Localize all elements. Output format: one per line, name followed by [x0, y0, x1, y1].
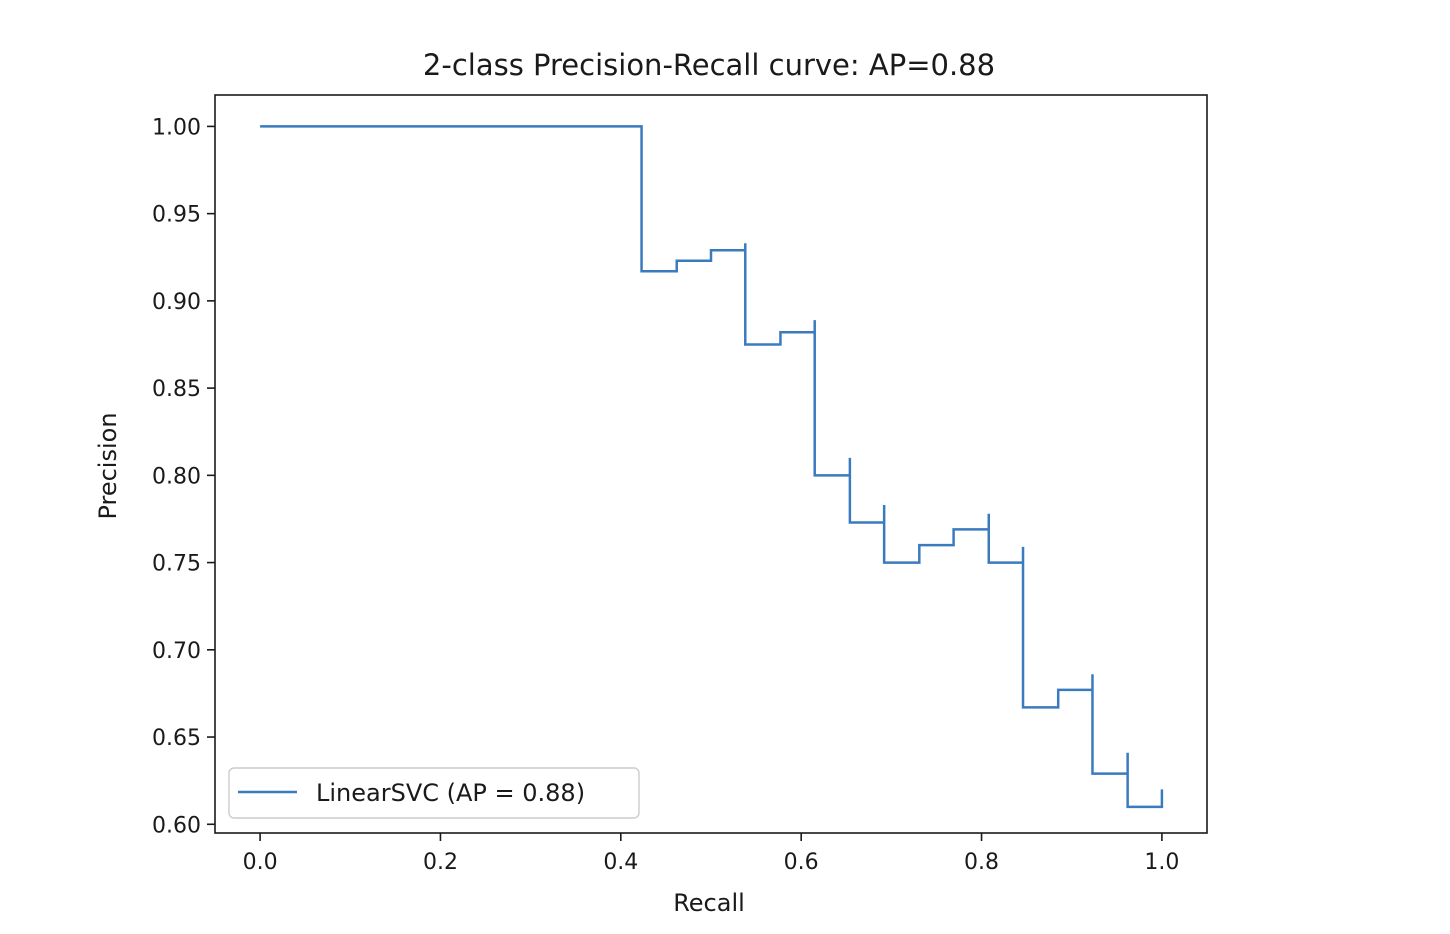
y-tick-label: 0.70	[152, 639, 201, 664]
chart-title: 2-class Precision-Recall curve: AP=0.88	[423, 48, 995, 82]
x-tick-label: 0.6	[784, 850, 819, 875]
x-tick-label: 0.0	[243, 850, 278, 875]
y-axis-label: Precision	[94, 412, 122, 519]
y-tick-label: 0.65	[152, 726, 201, 751]
plot-area	[260, 125, 1164, 809]
y-tick-label: 1.00	[152, 115, 201, 140]
x-tick-label: 0.8	[964, 850, 999, 875]
y-tick-label: 0.75	[152, 552, 201, 577]
legend: LinearSVC (AP = 0.88)	[228, 767, 640, 819]
x-axis: 0.0 0.2 0.4 0.6 0.8 1.0	[243, 833, 1179, 875]
x-tick-label: 1.0	[1144, 850, 1179, 875]
legend-box	[228, 767, 640, 819]
y-axis: 0.60 0.65 0.70 0.75 0.80 0.85 0.90 0.95 1.00	[152, 115, 215, 838]
y-tick-label: 0.80	[152, 464, 201, 489]
y-tick-label: 0.60	[152, 813, 201, 838]
axes-frame	[214, 94, 1208, 834]
x-axis-label: Recall	[673, 889, 745, 917]
legend-label: LinearSVC (AP = 0.88)	[316, 779, 585, 807]
y-tick-label: 0.85	[152, 377, 201, 402]
x-tick-label: 0.2	[423, 850, 458, 875]
x-tick-label: 0.4	[603, 850, 638, 875]
series-line	[260, 125, 1164, 809]
y-tick-label: 0.95	[152, 203, 201, 228]
y-tick-label: 0.90	[152, 290, 201, 315]
